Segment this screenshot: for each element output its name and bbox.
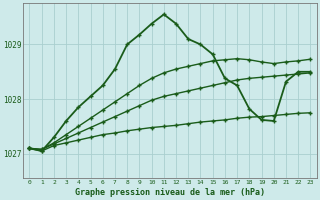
X-axis label: Graphe pression niveau de la mer (hPa): Graphe pression niveau de la mer (hPa) (75, 188, 265, 197)
